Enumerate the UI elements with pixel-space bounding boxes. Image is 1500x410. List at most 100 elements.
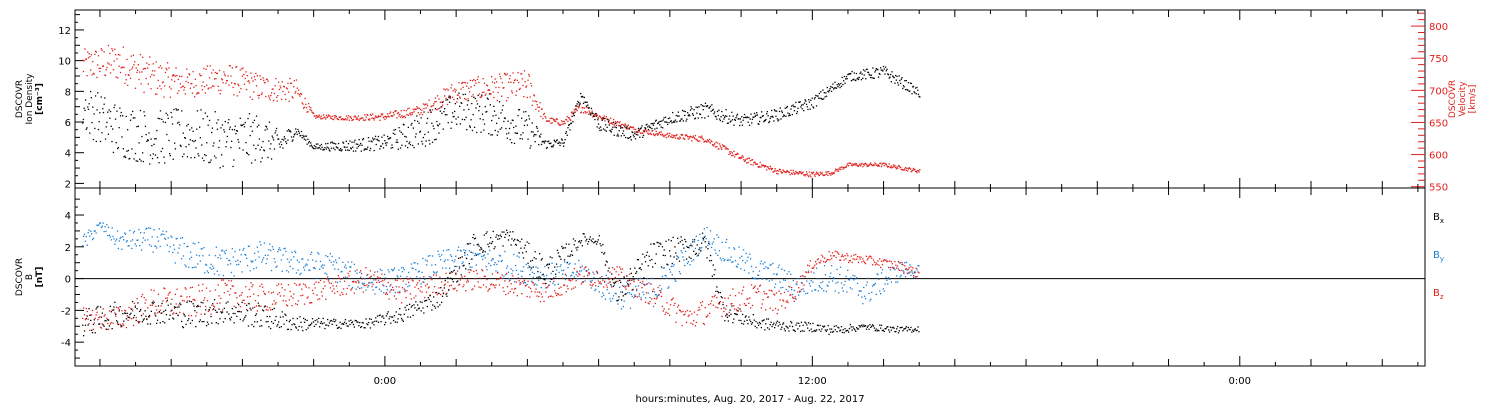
density-series-point	[609, 129, 611, 132]
density-series-point	[826, 86, 828, 89]
density-series-point	[355, 150, 357, 152]
bz-series-point	[346, 287, 348, 289]
by-series-point	[589, 280, 591, 282]
by-series-point	[229, 259, 231, 262]
density-series-point	[825, 95, 828, 97]
bx-series-point	[650, 243, 652, 245]
density-series-point	[543, 140, 545, 143]
bz-series-point	[587, 275, 589, 277]
by-series-point	[132, 239, 134, 241]
bz-series-point	[711, 296, 713, 298]
velocity-series-point	[265, 95, 267, 98]
density-series-point	[174, 142, 176, 144]
density-series-point	[653, 122, 655, 124]
by-series-point	[287, 271, 290, 273]
bx-series-point	[262, 310, 265, 312]
velocity-series-point	[525, 86, 527, 88]
bz-series-point	[438, 287, 440, 289]
by-series-point	[904, 276, 907, 278]
density-series-point	[523, 111, 525, 113]
velocity-series-point	[89, 56, 91, 58]
bx-series-point	[584, 236, 586, 238]
by-series-point	[864, 295, 866, 297]
by-series-point	[761, 278, 763, 280]
density-series-point	[834, 81, 836, 83]
bz-series-point	[684, 313, 686, 315]
density-series-point	[208, 161, 210, 164]
velocity-series-point	[270, 94, 272, 97]
bx-series-point	[335, 324, 338, 326]
velocity-series-point	[196, 93, 198, 95]
bx-series-point	[347, 325, 349, 327]
bz-series-point	[607, 282, 609, 284]
velocity-series-point	[449, 97, 451, 100]
velocity-series-point	[903, 169, 905, 171]
bx-series-point	[228, 313, 230, 315]
bx-series-point	[652, 266, 654, 268]
velocity-series-point	[600, 118, 603, 120]
velocity-series-point	[859, 163, 861, 165]
by-series-point	[905, 261, 908, 263]
density-series-point	[227, 122, 229, 124]
by-series-point	[355, 288, 357, 290]
bz-series-point	[413, 297, 415, 299]
velocity-series-point	[360, 117, 362, 119]
by-series-point	[514, 281, 516, 283]
bx-series-point	[567, 255, 569, 257]
density-series-point	[215, 157, 217, 159]
density-series-point	[141, 135, 143, 138]
velocity-series-point	[871, 164, 873, 166]
bx-series-point	[460, 274, 462, 276]
velocity-series-point	[428, 99, 430, 101]
density-series-point	[566, 134, 568, 136]
velocity-series-point	[127, 84, 129, 86]
bz-series-point	[872, 259, 875, 261]
bx-series-point	[132, 300, 134, 303]
density-series-point	[374, 138, 376, 140]
bz-series-point	[118, 308, 120, 310]
by-series-point	[466, 254, 469, 256]
velocity-series-point	[729, 151, 731, 153]
density-series-point	[397, 141, 399, 143]
by-series-point	[648, 282, 650, 284]
by-series-point	[512, 270, 514, 272]
density-series-point	[845, 76, 848, 78]
density-series-point	[702, 109, 704, 111]
velocity-series-point	[259, 75, 261, 77]
by-series-point	[756, 278, 758, 280]
velocity-series-point	[503, 72, 506, 75]
bx-series-point	[303, 317, 305, 320]
by-series-point	[294, 250, 296, 252]
by-series-point	[908, 272, 910, 274]
bz-series-point	[880, 260, 883, 262]
density-series-point	[354, 139, 356, 141]
density-series-point	[748, 124, 751, 126]
bz-series-point	[128, 306, 130, 309]
by-series-point	[649, 297, 651, 299]
bz-series-point	[474, 278, 477, 280]
by-series-point	[301, 258, 303, 260]
by-series-point	[293, 256, 295, 258]
density-series-point	[796, 111, 798, 113]
bx-series-point	[164, 309, 167, 311]
by-series-point	[109, 236, 111, 238]
density-series-point	[296, 133, 298, 135]
density-series-point	[144, 125, 147, 128]
bx-series-point	[434, 307, 437, 309]
bz-series-point	[385, 292, 388, 294]
velocity-series-point	[533, 95, 536, 97]
bx-series-point	[169, 314, 171, 316]
density-series-point	[93, 113, 95, 115]
density-series-point	[229, 126, 231, 128]
density-series-point	[602, 117, 604, 119]
bz-series-point	[319, 298, 321, 300]
bx-series-point	[174, 306, 176, 308]
by-series-point	[186, 246, 188, 248]
bx-series-point	[394, 321, 396, 323]
bz-series-point	[236, 297, 238, 299]
bz-series-point	[558, 287, 560, 289]
bx-series-point	[574, 240, 576, 242]
bz-series-point	[819, 262, 821, 264]
bz-series-point	[308, 287, 310, 289]
velocity-series-point	[464, 82, 466, 84]
